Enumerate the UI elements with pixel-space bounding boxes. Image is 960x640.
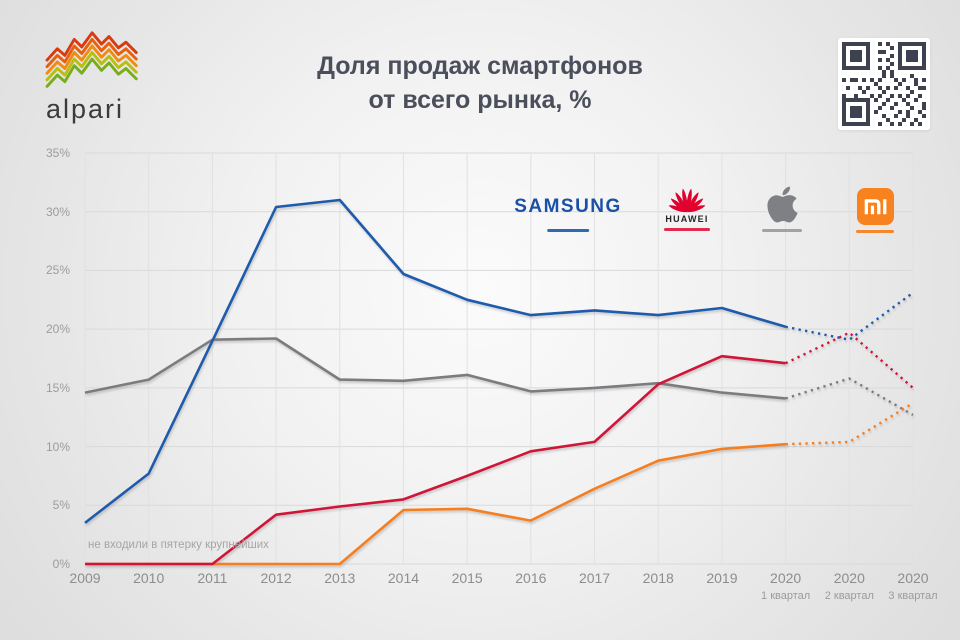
alpari-mountains-icon (45, 31, 138, 88)
alpari-logo: alpari (44, 30, 154, 125)
qr-code (838, 38, 930, 130)
huawei-series-color-line (664, 228, 710, 231)
xiaomi-series-color-line (856, 230, 894, 233)
series-line-samsung (84, 198, 786, 524)
series-line-dotted-apple (785, 377, 914, 416)
apple-logo-icon (766, 186, 798, 223)
xiaomi-logo-icon (856, 188, 894, 225)
samsung-logo: SAMSUNG (514, 196, 622, 217)
page-title: Доля продаж смартфонов от всего рынка, % (240, 50, 720, 118)
legend-item-apple (762, 184, 802, 232)
series-line-dotted-xiaomi (785, 402, 914, 446)
series-line-dotted-samsung (785, 291, 914, 341)
huawei-wordmark: HUAWEI (665, 214, 709, 224)
series-line-apple (84, 337, 786, 400)
title-line-2: от всего рынка, % (368, 85, 592, 114)
annotation-not-in-top5: не входили в пятерку крупнейших (88, 539, 269, 551)
qr-code-icon (842, 42, 926, 126)
series-line-dotted-huawei (785, 331, 914, 389)
huawei-logo-icon (668, 188, 706, 213)
title-line-1: Доля продаж смартфонов (317, 52, 643, 80)
samsung-series-color-line (547, 229, 589, 232)
series-line-huawei (85, 354, 786, 566)
alpari-wordmark: alpari (46, 94, 125, 124)
legend-item-huawei: HUAWEI (663, 183, 711, 231)
apple-series-color-line (762, 229, 802, 232)
legend-item-xiaomi (856, 188, 894, 233)
legend-item-samsung: SAMSUNG (514, 196, 622, 232)
